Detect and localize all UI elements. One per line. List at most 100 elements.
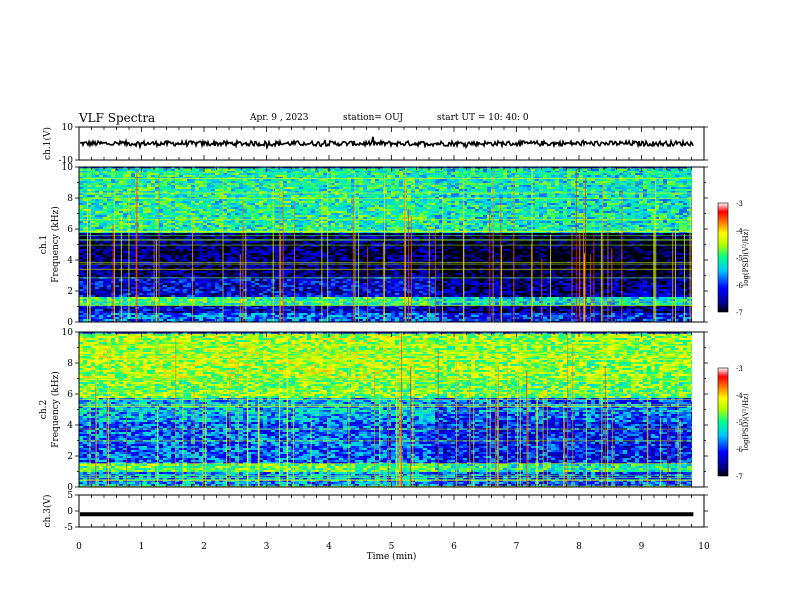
spectrogram-cell <box>119 185 123 187</box>
spectrogram-cell <box>79 203 83 205</box>
spectrogram-cell <box>291 255 295 257</box>
spectrogram-cell <box>143 247 147 249</box>
spectrogram-cell <box>303 295 307 297</box>
spectrogram-cell <box>171 215 175 217</box>
spectrogram-cell <box>227 173 231 175</box>
spectrogram-cell <box>227 267 231 269</box>
spectrogram-cell <box>179 221 183 223</box>
spectrogram-cell <box>203 275 207 277</box>
spectrogram-cell <box>183 297 187 299</box>
spectrogram-cell <box>283 273 287 275</box>
spectrogram-cell <box>95 259 99 261</box>
spectrogram-cell <box>99 299 103 301</box>
spectrogram-cell <box>163 317 167 319</box>
spectrogram-cell <box>211 293 215 295</box>
spectrogram-cell <box>179 285 183 287</box>
spectrogram-cell <box>287 187 291 189</box>
spectrogram-cell <box>307 223 311 225</box>
spectrogram-cell <box>211 197 215 199</box>
spectrogram-cell <box>215 287 219 289</box>
spectrogram-cell <box>235 229 239 231</box>
spectrogram-cell <box>155 207 159 209</box>
spectrogram-cell <box>291 169 295 171</box>
spectrogram-cell <box>143 227 147 229</box>
spectrogram-cell <box>179 241 183 243</box>
spectrogram-cell <box>287 191 291 193</box>
spectrogram-cell <box>311 245 315 247</box>
spectrogram-cell <box>103 267 107 269</box>
spectrogram-cell <box>83 287 87 289</box>
spectrogram-cell <box>319 217 323 219</box>
spectrogram-cell <box>95 207 99 209</box>
spectrogram-cell <box>183 295 187 297</box>
spectrogram-cell <box>83 205 87 207</box>
spectrogram-cell <box>227 245 231 247</box>
spectrogram-cell <box>151 171 155 173</box>
spectrogram-cell <box>103 311 107 313</box>
spectrogram-cell <box>263 261 267 263</box>
spectrogram-cell <box>287 215 291 217</box>
spectrogram-cell <box>211 257 215 259</box>
spectrogram-cell <box>139 207 143 209</box>
spectrogram-cell <box>319 309 323 311</box>
spectrogram-cell <box>123 311 127 313</box>
spectrogram-cell <box>171 205 175 207</box>
spectrogram-cell <box>223 289 227 291</box>
spectrogram-cell <box>87 287 91 289</box>
spectrogram-cell <box>187 245 191 247</box>
spectrogram-cell <box>231 291 235 293</box>
spectrogram-cell <box>211 307 215 309</box>
spectrogram-cell <box>299 243 303 245</box>
spectrogram-cell <box>95 251 99 253</box>
spectrogram-cell <box>307 247 311 249</box>
spectrogram-cell <box>327 175 331 177</box>
spectrogram-cell <box>147 253 151 255</box>
spectrogram-cell <box>171 271 175 273</box>
spectrogram-cell <box>311 281 315 283</box>
spectrogram-cell <box>279 173 283 175</box>
spectrogram-cell <box>159 197 163 199</box>
spectrogram-cell <box>155 287 159 289</box>
spectrogram-cell <box>239 203 243 205</box>
spectrogram-cell <box>311 171 315 173</box>
spectrogram-cell <box>303 211 307 213</box>
spectrogram-cell <box>79 247 83 249</box>
spectrogram-cell <box>107 283 111 285</box>
spectrogram-cell <box>219 299 223 301</box>
spectrogram-cell <box>267 251 271 253</box>
spectrogram-cell <box>267 169 271 171</box>
spectrogram-cell <box>283 319 287 321</box>
spectrogram-cell <box>255 195 259 197</box>
spectrogram-cell <box>179 249 183 251</box>
spectrogram-cell <box>151 285 155 287</box>
spectrogram-cell <box>287 201 291 203</box>
spectrogram-cell <box>307 283 311 285</box>
spectrogram-cell <box>123 235 127 237</box>
spectrogram-cell <box>259 271 263 273</box>
spectrogram-cell <box>199 303 203 305</box>
spectrogram-cell <box>319 245 323 247</box>
spectrogram-cell <box>207 199 211 201</box>
spectrogram-cell <box>263 181 267 183</box>
spectrogram-cell <box>171 253 175 255</box>
spectrogram-cell <box>291 283 295 285</box>
spectrogram-cell <box>159 249 163 251</box>
spectrogram-cell <box>167 199 171 201</box>
spectrogram-cell <box>163 291 167 293</box>
spectrogram-cell <box>307 171 311 173</box>
spectrogram-cell <box>255 179 259 181</box>
spectrogram-cell <box>87 211 91 213</box>
spectrogram-cell <box>311 319 315 321</box>
spectrogram-cell <box>79 305 83 307</box>
spectrogram-cell <box>207 295 211 297</box>
spectrogram-cell <box>311 267 315 269</box>
spectrogram-cell <box>215 189 219 191</box>
spectrogram-cell <box>299 265 303 267</box>
spectrogram-cell <box>167 255 171 257</box>
spectrogram-cell <box>255 283 259 285</box>
spectrogram-cell <box>99 249 103 251</box>
spectrogram-cell <box>187 191 191 193</box>
spectrogram-cell <box>215 257 219 259</box>
spectrogram-cell <box>147 227 151 229</box>
spectrogram-cell <box>215 307 219 309</box>
